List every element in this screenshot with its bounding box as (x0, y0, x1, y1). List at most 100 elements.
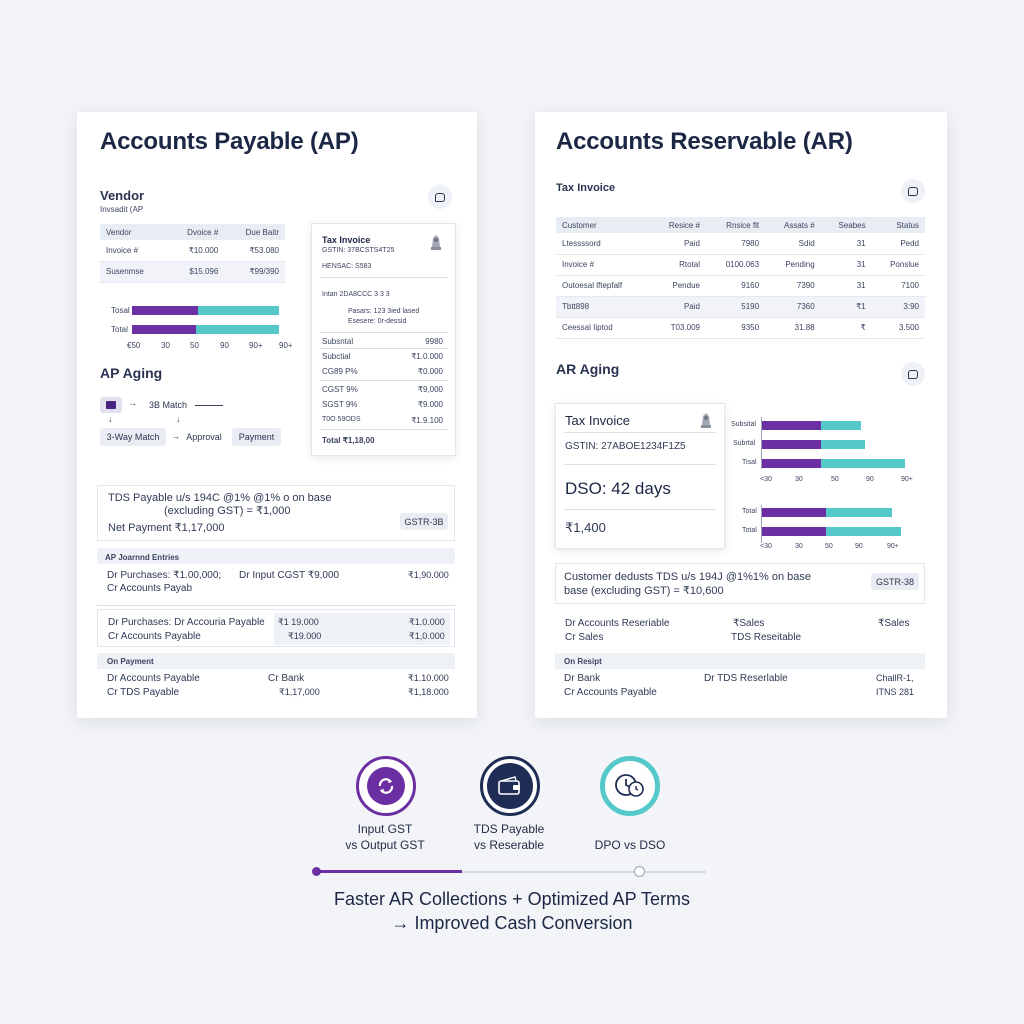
table-cell: ₹1 (820, 296, 872, 318)
divider (320, 277, 448, 278)
ar-tick: 90 (855, 543, 863, 550)
table-cell: Ltessssord (556, 233, 650, 255)
ar-bar-purple-1 (762, 421, 821, 430)
folder-icon (100, 397, 122, 413)
ar-bar-purple-4 (762, 508, 826, 517)
emblem-icon (429, 233, 443, 251)
journal-entry: Dr Input CGST ₹9,000 (239, 570, 340, 581)
table-header: Assats # (765, 217, 821, 233)
table-row[interactable]: Tbtt898 Paid 5190 7360 ₹1 3:90 (556, 296, 925, 318)
progress-dot-start[interactable] (312, 867, 321, 876)
invoice-row-value: ₹9,000 (417, 385, 443, 394)
divider (97, 605, 455, 606)
table-cell: Sdid (765, 233, 821, 255)
journal-entry: Dr Purchases: Dr Accouria Payable (108, 617, 265, 628)
ap-bar-purple-2 (132, 325, 196, 334)
clock-icon[interactable] (600, 756, 660, 816)
ar-bar-label: Subsital (731, 421, 756, 428)
receipt-entry: Dr Bank (564, 673, 601, 684)
gstr-38-badge[interactable]: GSTR-38 (871, 573, 919, 590)
tds-payable-label: TDS Payable (473, 822, 545, 836)
flow-step-3b-match[interactable]: 3B Match (143, 397, 193, 413)
table-cell: 31 (820, 275, 872, 297)
table-cell: ₹ (820, 317, 872, 339)
ap-bar-teal-2 (196, 325, 279, 334)
table-header: Due Baitr (224, 224, 285, 240)
ar-bars-axis (761, 505, 762, 543)
table-cell: Paid (649, 296, 706, 318)
tds-payable-label-2: vs Reserable (473, 838, 545, 852)
table-header: Dvoice # (166, 224, 225, 240)
divider (564, 432, 716, 433)
table-header: Resice # (649, 217, 706, 233)
progress-dot-end[interactable] (634, 866, 645, 877)
flow-step-approval[interactable]: Approval (181, 428, 227, 446)
ar-bar-teal-3 (821, 459, 905, 468)
divider (320, 348, 448, 349)
table-header: Status (871, 217, 925, 233)
table-cell: T03.009 (649, 317, 706, 339)
table-cell: Ponslue (871, 254, 925, 276)
ar-aging-chat-icon[interactable] (901, 362, 925, 386)
ar-tick: 50 (831, 476, 839, 483)
ar-entry: Cr Sales (565, 632, 604, 643)
divider (320, 380, 448, 381)
payment-entry: Dr Accounts Payable (107, 673, 200, 684)
refresh-icon[interactable] (356, 756, 416, 816)
ap-tick: 30 (161, 341, 170, 350)
ar-bar-label: Total (742, 527, 757, 534)
receipt-entry: ChallR-1, (876, 673, 914, 683)
ap-journal-header (97, 548, 455, 564)
ap-invoice-line: Pasars: 123 3ied lased (348, 308, 420, 315)
ar-bar-label: Total (742, 508, 757, 515)
table-cell: Pending (765, 254, 821, 276)
ap-invoice-hsn: HENSAC: S583 (322, 263, 372, 270)
payment-entry: Cr TDS Payable (107, 687, 180, 698)
ap-bar-teal-1 (198, 306, 279, 315)
ar-customer-table: Customer Resice # Rnsice flt Assats # Se… (556, 217, 925, 339)
ap-tax-invoice-card: Tax Invoice GSTIN: 37BCSTS4T25 HENSAC: S… (311, 223, 456, 456)
journal-amount: ₹19.000 (288, 631, 322, 641)
ar-aging-title: AR Aging (556, 361, 620, 377)
table-row[interactable]: Invoice # Rtotal 0100.063 Pending 31 Pon… (556, 254, 925, 276)
ap-panel: Accounts Payable (AP) Vendor Invsadit (A… (77, 112, 477, 718)
ap-invoice-line: Esesere: 0r-dessid (348, 318, 407, 325)
ar-bar-purple-2 (762, 440, 821, 449)
ar-tds-line1: Customer dedusts TDS u/s 194J @1%1% on b… (564, 571, 811, 583)
ar-bar-purple-3 (762, 459, 821, 468)
ar-entry: ₹Sales (878, 618, 910, 629)
ap-tick: 90 (220, 341, 229, 350)
invoice-row-value: ₹0.000 (417, 367, 443, 376)
payment-amount: ₹1,18.000 (408, 687, 449, 697)
table-row[interactable]: Ceessal Iiptod T03.009 9350 31.88 ₹ 3.50… (556, 317, 925, 339)
divider (564, 464, 716, 465)
wallet-icon[interactable] (480, 756, 540, 816)
ar-chat-icon[interactable] (901, 179, 925, 203)
ar-dso: DSO: 42 days (565, 479, 671, 498)
ap-bar-purple-1 (132, 306, 198, 315)
table-row[interactable]: Outoesal lftepfalf Pendue 9160 7390 31 7… (556, 275, 925, 297)
invoice-row-label: CG89 P% (322, 367, 358, 376)
flow-down-arrow: ↓ (108, 414, 113, 424)
flow-step-payment[interactable]: Payment (232, 428, 281, 446)
ap-tds-line2: (excluding GST) = ₹1,000 (164, 505, 291, 517)
ap-journal-block: Dr Purchases: Dr Accouria Payable Cr Acc… (97, 609, 455, 647)
ar-bar-purple-5 (762, 527, 826, 536)
table-row[interactable]: Ltessssord Paid 7980 Sdid 31 Pedd (556, 233, 925, 255)
flow-arrow: → (171, 431, 180, 441)
table-row[interactable]: Susenmse $15.096 ₹99/390 (100, 261, 285, 283)
flow-step-3-way-match[interactable]: 3-Way Match (100, 428, 166, 446)
table-cell: Outoesal lftepfalf (556, 275, 650, 297)
ap-tick: 50 (190, 341, 199, 350)
divider (320, 332, 448, 333)
table-cell: Pedd (871, 233, 925, 255)
table-header: Vendor (100, 224, 167, 240)
table-cell: 7360 (765, 296, 821, 318)
table-cell: Ceessal Iiptod (556, 317, 650, 339)
table-row[interactable]: Invoice # ₹10.000 ₹53.080 (100, 240, 285, 262)
invoice-row-value: ₹9.000 (417, 400, 443, 409)
headline-1: Faster AR Collections + Optimized AP Ter… (334, 889, 690, 909)
gstr-3b-badge[interactable]: GSTR-3B (400, 513, 448, 530)
ap-chat-icon[interactable] (428, 185, 452, 209)
table-cell: 9160 (705, 275, 766, 297)
